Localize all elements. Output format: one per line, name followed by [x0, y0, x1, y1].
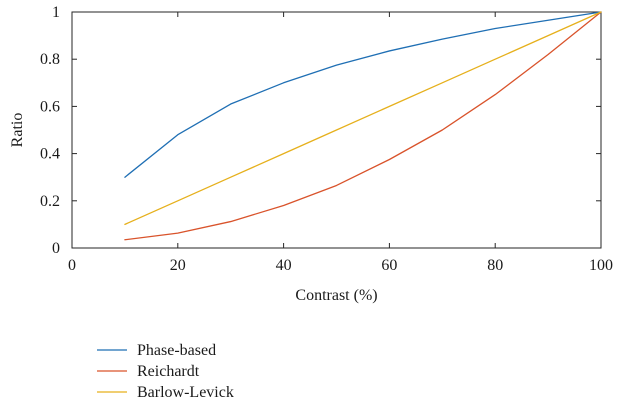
series-layer	[124, 11, 602, 241]
legend: Phase-based Reichardt Barlow-Levick	[97, 342, 234, 401]
y-tick-label: 0.6	[40, 98, 60, 115]
x-tick-label: 20	[170, 257, 186, 274]
y-tick-label: 0.8	[40, 51, 60, 68]
x-tick-label: 40	[276, 257, 292, 274]
plot-area	[71, 11, 602, 249]
plot-frame	[71, 11, 602, 249]
x-tick-label: 100	[589, 257, 613, 274]
x-tick-label: 0	[68, 257, 76, 274]
y-tick-label: 0.2	[40, 193, 60, 210]
series-line-reichardt	[124, 11, 602, 241]
y-tick-label: 1	[52, 4, 60, 21]
x-tick-label: 60	[381, 257, 397, 274]
x-axis-title: Contrast (%)	[295, 287, 377, 304]
axes: 0 20 40 60 80 100 0 0.2 0.4 0.6 0.8 1 Contrast (%) Ra…	[9, 4, 613, 304]
y-tick-label: 0	[52, 240, 60, 257]
x-tick-label: 80	[487, 257, 503, 274]
legend-label-reichardt: Reichardt	[137, 363, 200, 380]
y-axis-title: Ratio	[9, 113, 26, 148]
y-tick-label: 0.4	[40, 146, 60, 163]
series-line-barlow-levick	[124, 11, 602, 226]
legend-label-barlow-levick: Barlow-Levick	[137, 384, 234, 401]
series-line-phase-based	[124, 11, 602, 178]
legend-label-phase-based: Phase-based	[137, 342, 216, 359]
